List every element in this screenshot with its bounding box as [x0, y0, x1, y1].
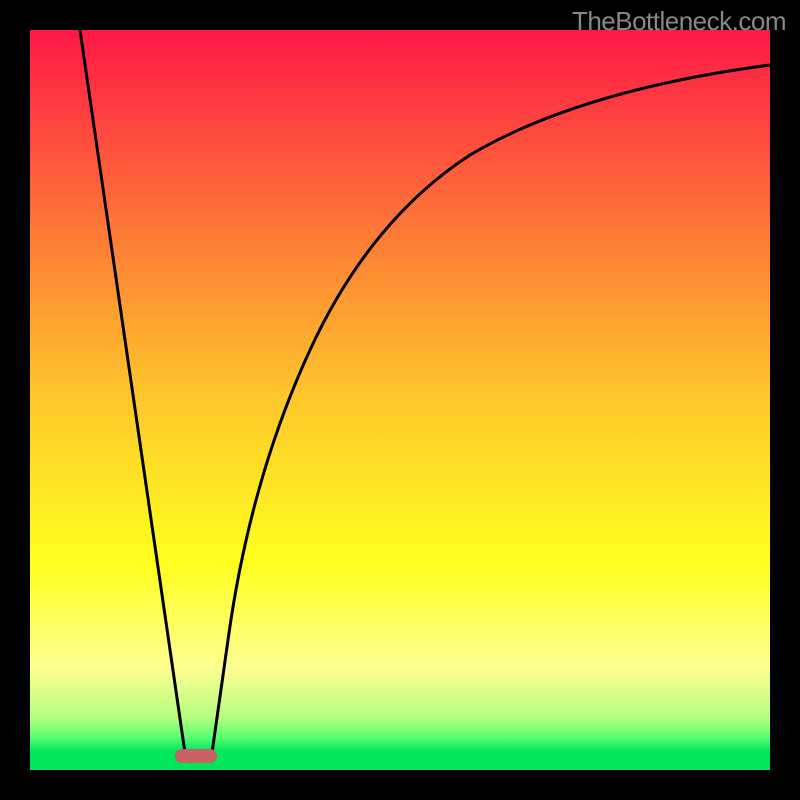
bottleneck-chart [0, 0, 800, 800]
plot-background [30, 30, 770, 770]
optimal-zone-marker [175, 749, 217, 763]
chart-container: TheBottleneck.com [0, 0, 800, 800]
watermark-text: TheBottleneck.com [572, 6, 786, 37]
